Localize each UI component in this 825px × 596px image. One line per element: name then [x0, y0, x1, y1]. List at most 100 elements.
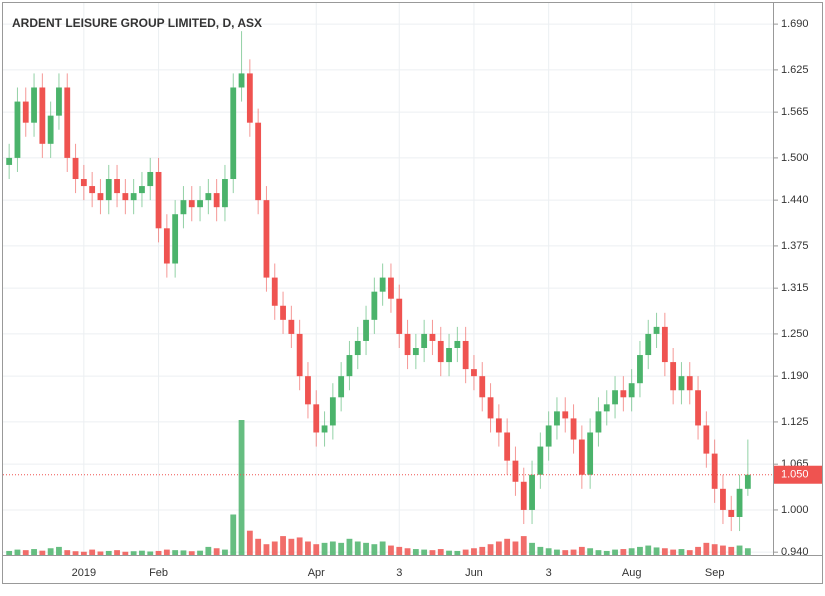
- y-tick-label: 1.690: [781, 18, 809, 30]
- candle-body: [471, 369, 477, 377]
- volume-bar: [197, 550, 203, 555]
- volume-bar: [595, 550, 602, 555]
- volume-bar: [479, 546, 486, 555]
- x-tick-label: 2019: [72, 567, 96, 579]
- volume-bar: [56, 546, 62, 555]
- candle-body: [728, 509, 735, 517]
- volume-bar: [379, 541, 386, 555]
- volume-bar: [114, 550, 120, 555]
- y-tick-label: 0.940: [781, 546, 809, 558]
- volume-bar: [637, 546, 643, 555]
- volume-bar: [495, 541, 502, 555]
- x-tick-label: 3: [396, 567, 402, 579]
- volume-bar: [396, 546, 403, 555]
- candle-body: [479, 376, 486, 398]
- y-tick-label: 1.315: [781, 282, 809, 294]
- last-price-box: [774, 465, 822, 484]
- candle-body: [462, 340, 469, 370]
- y-tick-label: 1.625: [781, 64, 809, 76]
- candle-body: [429, 333, 436, 341]
- volume-bar: [288, 538, 295, 555]
- candle-body: [97, 193, 104, 201]
- candle-body: [296, 333, 303, 377]
- candle-body: [130, 193, 137, 201]
- candle-body: [720, 488, 726, 510]
- volume-bar: [14, 549, 21, 555]
- volume-bar: [620, 549, 627, 555]
- volume-bar: [147, 551, 154, 555]
- candle-body: [612, 390, 618, 405]
- volume-bar: [222, 549, 228, 555]
- volume-bar: [587, 548, 594, 555]
- volume-bar: [155, 550, 162, 555]
- candle-layer: [6, 31, 751, 532]
- x-tick-label: Sep: [705, 567, 725, 579]
- volume-bar: [22, 550, 29, 555]
- candle-body: [180, 200, 187, 215]
- volume-bar: [529, 542, 535, 555]
- candle-body: [670, 362, 677, 391]
- candle-body: [72, 157, 79, 180]
- volume-bar: [238, 420, 245, 555]
- volume-bar: [462, 549, 469, 555]
- volume-bar: [520, 536, 527, 555]
- candle-body: [346, 355, 353, 377]
- candle-body: [230, 87, 237, 180]
- last-price-label: 1.050: [781, 469, 809, 481]
- candle-body: [412, 348, 419, 356]
- candle-body: [628, 383, 635, 398]
- volume-bar: [255, 538, 262, 555]
- y-tick-label: 1.375: [781, 240, 809, 252]
- candle-body: [736, 488, 743, 517]
- x-tick-label: Feb: [149, 567, 168, 579]
- candle-body: [388, 277, 394, 299]
- y-tick-label: 1.440: [781, 194, 809, 206]
- candle-body: [495, 418, 502, 433]
- volume-bar: [612, 549, 618, 555]
- volume-bar: [6, 550, 13, 555]
- candle-body: [139, 186, 145, 194]
- volume-bar: [64, 550, 71, 555]
- candle-body: [703, 425, 710, 454]
- volume-bar: [105, 550, 112, 555]
- volume-bar: [388, 545, 394, 555]
- candle-body: [80, 179, 87, 187]
- candle-body: [288, 319, 295, 334]
- volume-bar: [263, 544, 270, 555]
- volume-bar: [454, 550, 461, 555]
- candle-body: [578, 439, 585, 475]
- candle-body: [371, 291, 378, 320]
- candle-body: [645, 333, 652, 356]
- candle-body: [363, 319, 369, 341]
- candle-body: [238, 73, 245, 88]
- candle-body: [321, 425, 328, 433]
- volume-bar: [80, 551, 87, 555]
- candle-body: [504, 432, 511, 461]
- volume-bar: [720, 545, 726, 555]
- y-tick-label: 1.000: [781, 504, 809, 516]
- candle-body: [454, 340, 461, 348]
- volume-bar: [437, 549, 444, 555]
- candle-body: [695, 390, 701, 426]
- candle-body: [487, 397, 494, 419]
- volume-bar: [446, 550, 452, 555]
- volume-bar: [205, 546, 212, 555]
- volume-bar: [346, 538, 353, 555]
- candle-body: [520, 481, 527, 510]
- volume-bar: [728, 546, 735, 555]
- volume-bar: [711, 544, 718, 555]
- candle-body: [537, 446, 544, 475]
- candle-body: [39, 87, 46, 144]
- candle-body: [338, 376, 345, 398]
- volume-bar: [363, 542, 369, 555]
- candle-body: [678, 376, 685, 391]
- y-tick-label: 1.565: [781, 106, 809, 118]
- candle-body: [172, 214, 179, 264]
- candle-body: [56, 87, 62, 116]
- candle-body: [64, 87, 71, 158]
- candle-body: [379, 277, 386, 292]
- candle-body: [89, 186, 96, 194]
- volume-layer: [6, 420, 751, 555]
- candle-body: [329, 397, 336, 426]
